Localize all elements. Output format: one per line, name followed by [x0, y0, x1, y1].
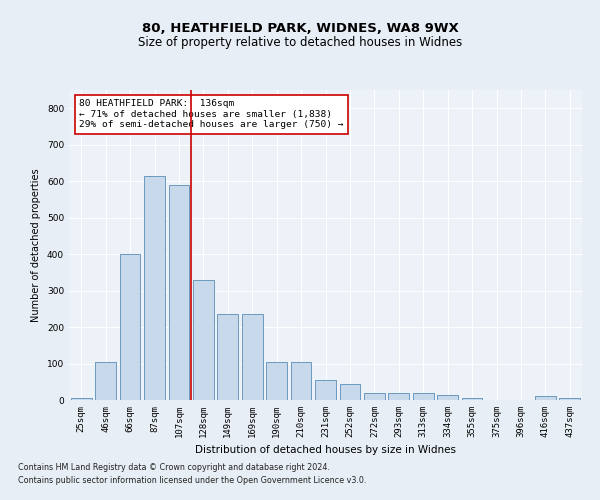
Bar — [437, 394, 458, 400]
Y-axis label: Number of detached properties: Number of detached properties — [31, 168, 41, 322]
Bar — [217, 314, 238, 400]
X-axis label: Distribution of detached houses by size in Widnes: Distribution of detached houses by size … — [195, 446, 456, 456]
Bar — [144, 176, 165, 400]
Bar — [119, 254, 140, 400]
Text: Contains HM Land Registry data © Crown copyright and database right 2024.: Contains HM Land Registry data © Crown c… — [18, 462, 330, 471]
Text: Size of property relative to detached houses in Widnes: Size of property relative to detached ho… — [138, 36, 462, 49]
Bar — [461, 398, 482, 400]
Bar — [169, 185, 190, 400]
Bar — [364, 392, 385, 400]
Bar — [95, 362, 116, 400]
Text: 80, HEATHFIELD PARK, WIDNES, WA8 9WX: 80, HEATHFIELD PARK, WIDNES, WA8 9WX — [142, 22, 458, 36]
Bar — [559, 398, 580, 400]
Bar — [242, 314, 263, 400]
Bar — [315, 380, 336, 400]
Text: Contains public sector information licensed under the Open Government Licence v3: Contains public sector information licen… — [18, 476, 367, 485]
Bar — [193, 280, 214, 400]
Bar — [71, 398, 92, 400]
Text: 80 HEATHFIELD PARK:  136sqm
← 71% of detached houses are smaller (1,838)
29% of : 80 HEATHFIELD PARK: 136sqm ← 71% of deta… — [79, 100, 344, 129]
Bar — [388, 392, 409, 400]
Bar — [290, 362, 311, 400]
Bar — [413, 392, 434, 400]
Bar — [535, 396, 556, 400]
Bar — [340, 384, 361, 400]
Bar — [266, 362, 287, 400]
